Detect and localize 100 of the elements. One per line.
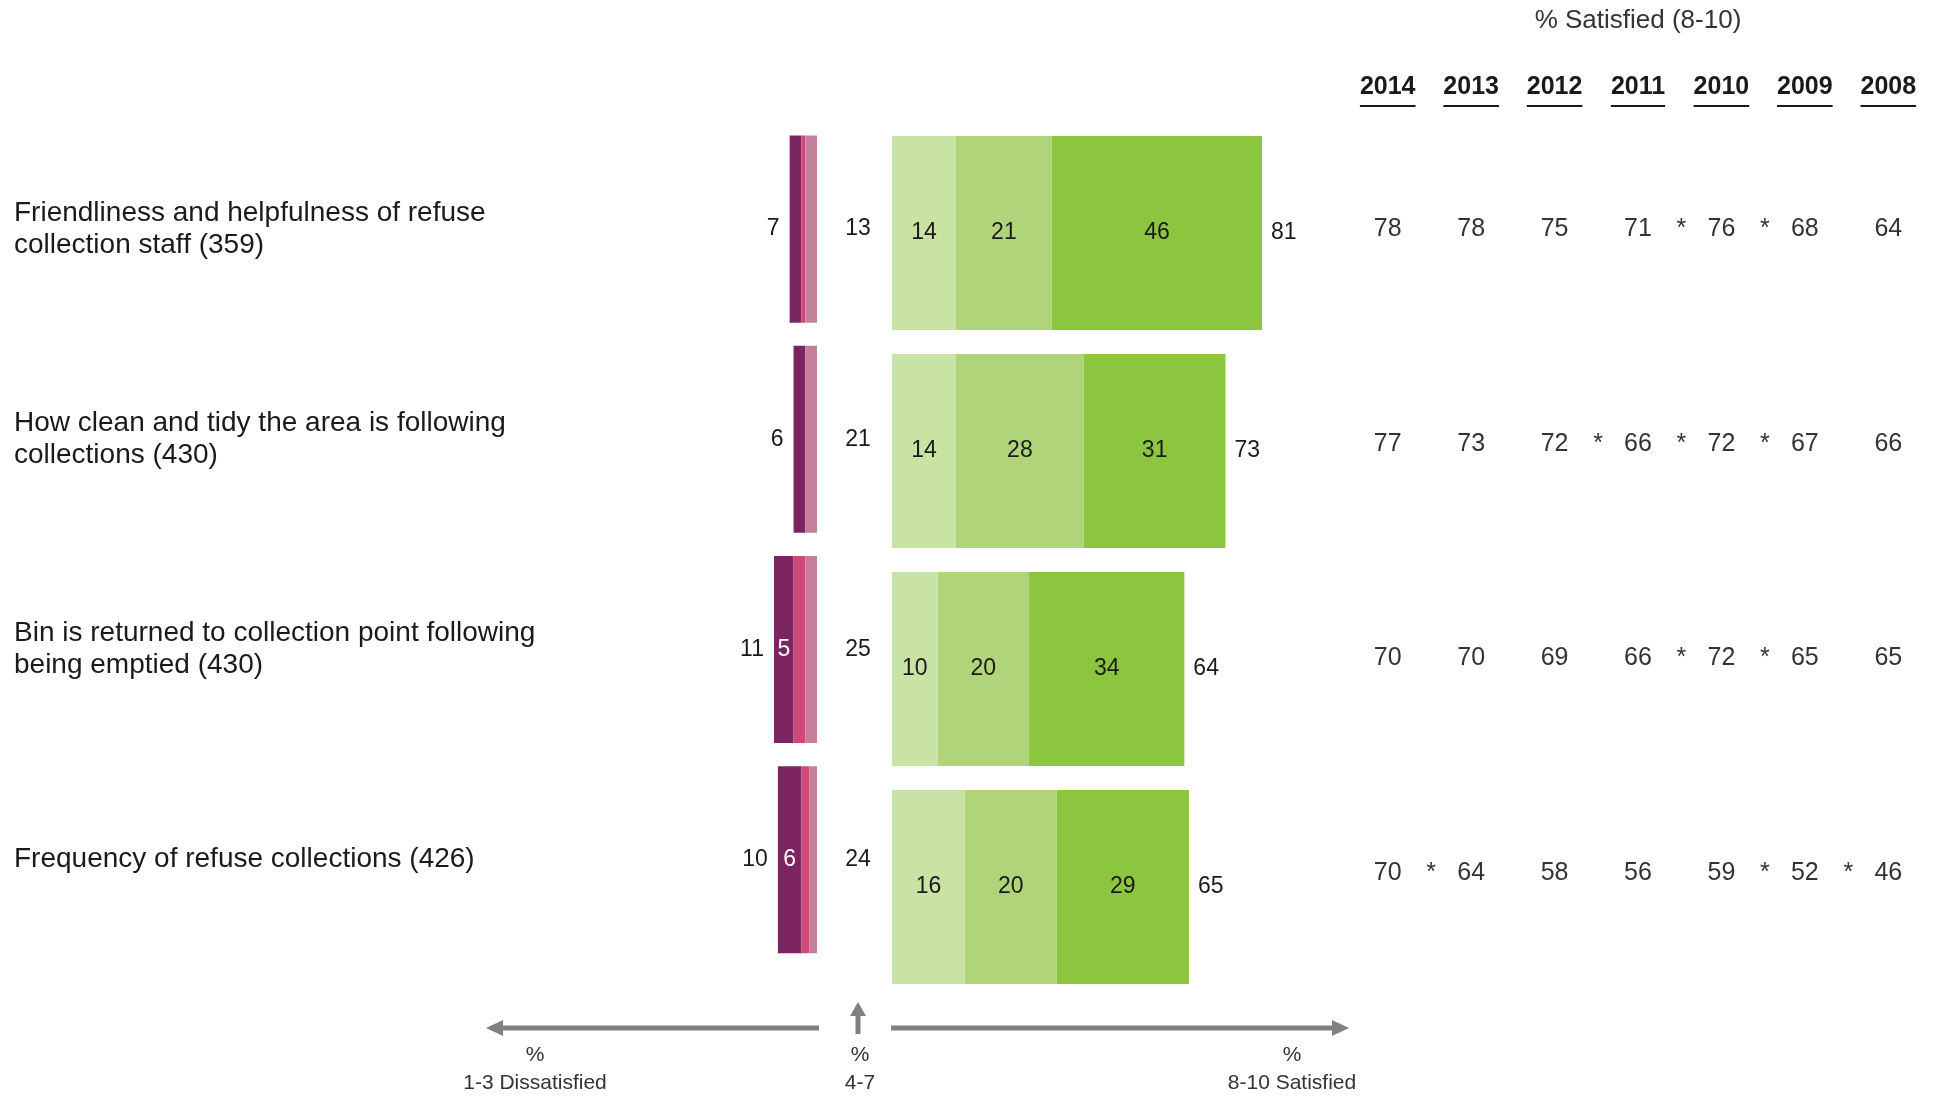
x-tick-label: 2009 (1777, 70, 1833, 99)
data-label: 59 (1707, 856, 1736, 885)
data-label: 16 (915, 872, 942, 899)
text: % 1-3 Dissatisfied (463, 1041, 607, 1095)
data-label: 66 (1624, 642, 1652, 671)
x-tick-label: 2011 (1610, 70, 1666, 99)
bar (809, 766, 817, 954)
bar (793, 555, 806, 744)
bar (892, 353, 956, 549)
data-label: 58 (1540, 856, 1569, 885)
bar (801, 135, 806, 323)
x-tick-label: 2012 (1526, 70, 1583, 99)
bar (1056, 789, 1189, 985)
data-label: 70 (1373, 642, 1402, 671)
x-tick-label: 2010 (1693, 70, 1750, 99)
x-tick-label: 2008 (1860, 70, 1917, 99)
data-label: 28 (1007, 436, 1033, 463)
annotation: * (1426, 856, 1437, 885)
bar (789, 135, 802, 323)
bar (793, 345, 806, 533)
total-label: 7 (766, 214, 780, 241)
data-label: 69 (1540, 642, 1569, 671)
total-label: 11 (740, 634, 764, 661)
annotation: * (1759, 642, 1770, 671)
data-label: 52 (1790, 856, 1819, 885)
bar (965, 789, 1057, 985)
data-label: 31 (1141, 436, 1168, 463)
data-label: 64 (1457, 856, 1486, 885)
y-tick-label: How clean and tidy the area is following collections (430) (14, 405, 506, 470)
annotation: * (1759, 427, 1770, 456)
data-label: 68 (1790, 213, 1819, 242)
data-label: 65 (1874, 642, 1903, 671)
bar (955, 353, 1084, 549)
bar (892, 789, 966, 985)
data-label: 6 (783, 845, 797, 872)
data-label: 21 (991, 218, 1017, 245)
data-label: 73 (1457, 427, 1486, 456)
total-label: 81 (1271, 218, 1297, 245)
total-label: 10 (742, 845, 768, 872)
data-label: 46 (1874, 856, 1903, 885)
text: 24 (845, 845, 871, 872)
bar (801, 766, 810, 954)
bar (1083, 353, 1226, 549)
y-tick-label: Bin is returned to collection point following being emptied (430) (14, 616, 536, 680)
data-label: 20 (997, 872, 1024, 899)
x-tick-label: 2013 (1443, 70, 1499, 99)
bar (777, 766, 802, 954)
y-tick-label: Friendliness and helpfulness of refuse collection staff (359) (14, 195, 486, 259)
data-label: 64 (1874, 213, 1903, 242)
data-label: 56 (1624, 856, 1652, 885)
bar (1051, 135, 1262, 331)
annotation: * (1843, 856, 1854, 885)
data-label: 20 (970, 654, 997, 681)
data-label: 66 (1624, 427, 1652, 456)
data-label: 78 (1457, 213, 1486, 242)
data-label: 14 (911, 218, 937, 245)
data-label: 46 (1144, 218, 1170, 245)
total-label: 64 (1193, 654, 1220, 681)
data-label: 72 (1540, 427, 1569, 456)
data-label: 76 (1707, 213, 1736, 242)
bar (955, 135, 1052, 331)
total-label: 65 (1197, 872, 1224, 899)
bar (805, 555, 817, 744)
annotation: * (1759, 856, 1770, 885)
data-label: 77 (1373, 427, 1402, 456)
data-label: 14 (911, 436, 937, 463)
data-label: 72 (1707, 427, 1736, 456)
data-label: 66 (1874, 427, 1903, 456)
text: 25 (845, 634, 871, 661)
x-tick-label: 2014 (1359, 70, 1416, 99)
chart-title: % Satisfied (8-10) (1534, 4, 1742, 35)
data-label: 65 (1790, 642, 1819, 671)
data-label: 5 (777, 634, 791, 661)
text: 13 (845, 214, 871, 241)
bar (892, 571, 938, 767)
y-tick-label: Frequency of refuse collections (426) (14, 842, 475, 874)
text: % 4-7 (844, 1041, 876, 1095)
data-label: 70 (1373, 856, 1402, 885)
bar (805, 135, 817, 323)
text: 21 (845, 424, 871, 451)
text: % 8-10 Satisfied (1227, 1041, 1357, 1095)
annotation: * (1676, 213, 1687, 242)
data-label: 71 (1624, 213, 1652, 242)
data-label: 10 (902, 654, 928, 681)
total-label: 6 (770, 424, 784, 451)
annotation: * (1593, 427, 1604, 456)
data-label: 70 (1457, 642, 1486, 671)
data-label: 78 (1373, 213, 1402, 242)
total-label: 73 (1234, 436, 1261, 463)
data-label: 29 (1109, 872, 1136, 899)
bar (1029, 571, 1185, 767)
data-label: 67 (1790, 427, 1819, 456)
data-label: 34 (1093, 654, 1120, 681)
annotation: * (1676, 427, 1687, 456)
data-label: 75 (1540, 213, 1569, 242)
annotation: * (1759, 213, 1770, 242)
annotation: * (1676, 642, 1687, 671)
bar (892, 135, 956, 331)
bar (805, 345, 817, 533)
bar (774, 555, 794, 744)
